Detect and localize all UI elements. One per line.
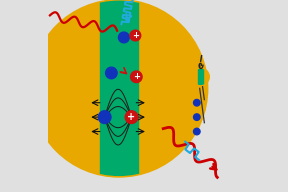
Bar xyxy=(198,69,203,85)
Circle shape xyxy=(106,67,117,79)
Circle shape xyxy=(98,111,111,123)
Text: +: + xyxy=(133,72,140,81)
Circle shape xyxy=(192,69,209,85)
Circle shape xyxy=(130,30,141,41)
Circle shape xyxy=(38,128,45,135)
Circle shape xyxy=(31,0,207,177)
Text: +: + xyxy=(128,112,136,122)
Circle shape xyxy=(192,68,209,85)
Text: +: + xyxy=(132,31,139,40)
Circle shape xyxy=(118,32,129,43)
Circle shape xyxy=(194,128,200,135)
Bar xyxy=(100,0,138,179)
Circle shape xyxy=(125,111,138,123)
Circle shape xyxy=(130,71,142,83)
Circle shape xyxy=(31,1,207,176)
Circle shape xyxy=(194,114,200,120)
Circle shape xyxy=(194,99,200,106)
Circle shape xyxy=(38,114,45,120)
Circle shape xyxy=(38,99,45,106)
